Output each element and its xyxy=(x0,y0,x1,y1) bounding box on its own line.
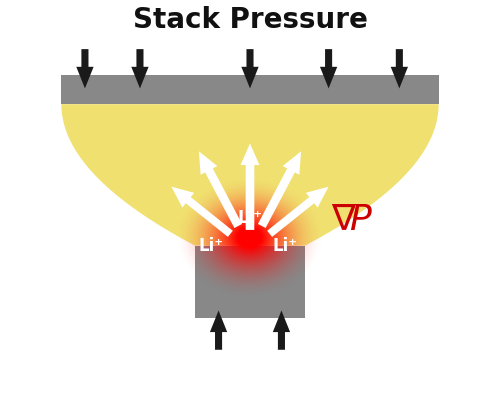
Polygon shape xyxy=(62,104,438,246)
Text: Li⁺: Li⁺ xyxy=(238,209,262,227)
FancyArrow shape xyxy=(242,49,258,88)
Bar xyxy=(195,246,305,318)
Bar xyxy=(62,75,438,104)
FancyArrow shape xyxy=(320,49,337,88)
FancyArrow shape xyxy=(210,310,227,350)
FancyArrow shape xyxy=(258,151,301,228)
FancyArrow shape xyxy=(240,143,260,230)
Text: $\nabla\!P$: $\nabla\!P$ xyxy=(331,203,373,237)
Text: Stack Pressure: Stack Pressure xyxy=(132,6,368,34)
FancyArrow shape xyxy=(172,187,233,237)
FancyArrow shape xyxy=(76,49,94,88)
Text: Li⁺: Li⁺ xyxy=(198,237,223,255)
FancyArrow shape xyxy=(132,49,148,88)
FancyArrow shape xyxy=(267,187,328,237)
FancyArrow shape xyxy=(273,310,290,350)
Text: Li⁺: Li⁺ xyxy=(273,237,298,255)
FancyArrow shape xyxy=(390,49,408,88)
FancyArrow shape xyxy=(199,151,242,228)
